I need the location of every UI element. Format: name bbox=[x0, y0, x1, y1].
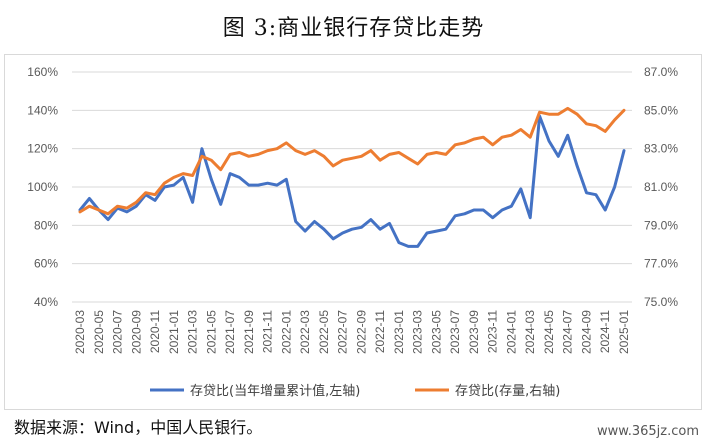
x-tick-label: 2021-05 bbox=[204, 310, 218, 354]
y-right-tick-label: 85.0% bbox=[644, 103, 678, 117]
x-tick-label: 2023-03 bbox=[411, 310, 425, 354]
y-left-tick-label: 160% bbox=[27, 65, 58, 79]
x-tick-label: 2021-07 bbox=[223, 310, 237, 354]
data-source-note: 数据来源：Wind，中国人民银行。 bbox=[14, 418, 263, 437]
x-tick-label: 2024-05 bbox=[542, 310, 556, 354]
x-tick-label: 2023-07 bbox=[448, 310, 462, 354]
y-left-tick-label: 40% bbox=[34, 295, 58, 309]
x-tick-label: 2020-05 bbox=[92, 310, 106, 354]
y-right-tick-label: 75.0% bbox=[644, 295, 678, 309]
chart-area bbox=[4, 54, 702, 410]
x-tick-label: 2024-01 bbox=[504, 310, 518, 354]
x-tick-label: 2023-09 bbox=[467, 310, 481, 354]
x-tick-label: 2022-05 bbox=[317, 310, 331, 354]
x-tick-label: 2022-01 bbox=[279, 310, 293, 354]
y-right-tick-label: 81.0% bbox=[644, 180, 678, 194]
x-tick-label: 2024-07 bbox=[561, 310, 575, 354]
y-left-tick-label: 140% bbox=[27, 103, 58, 117]
chart-title: 图 3:商业银行存贷比走势 bbox=[222, 16, 485, 41]
x-tick-label: 2022-11 bbox=[373, 310, 387, 353]
y-right-tick-label: 79.0% bbox=[644, 218, 678, 232]
x-tick-label: 2021-09 bbox=[242, 310, 256, 354]
y-left-tick-label: 100% bbox=[27, 180, 58, 194]
x-tick-label: 2020-09 bbox=[129, 310, 143, 354]
y-left-tick-label: 80% bbox=[34, 218, 58, 232]
legend-label: 存贷比(当年增量累计值,左轴) bbox=[190, 383, 360, 399]
x-tick-label: 2020-11 bbox=[148, 310, 162, 353]
x-tick-label: 2021-01 bbox=[167, 310, 181, 354]
x-tick-label: 2025-01 bbox=[617, 310, 631, 354]
watermark: www.365jz.com bbox=[597, 424, 699, 439]
x-tick-label: 2024-11 bbox=[598, 310, 612, 353]
y-right-tick-label: 87.0% bbox=[644, 65, 678, 79]
x-tick-label: 2020-03 bbox=[73, 310, 87, 354]
y-left-tick-label: 120% bbox=[27, 142, 58, 156]
series-line-left-axis bbox=[78, 114, 626, 248]
y-left-tick-label: 60% bbox=[34, 257, 58, 271]
x-tick-label: 2022-03 bbox=[298, 310, 312, 354]
x-tick-label: 2021-03 bbox=[186, 310, 200, 354]
legend-label: 存贷比(存量,右轴) bbox=[455, 384, 560, 399]
series-line-right-axis bbox=[78, 106, 626, 216]
x-tick-label: 2020-07 bbox=[111, 310, 125, 354]
x-tick-label: 2021-11 bbox=[261, 310, 275, 353]
y-right-tick-label: 83.0% bbox=[644, 142, 678, 156]
x-tick-label: 2023-11 bbox=[486, 310, 500, 353]
x-tick-label: 2024-09 bbox=[579, 310, 593, 354]
y-right-tick-label: 77.0% bbox=[644, 257, 678, 271]
x-tick-label: 2023-05 bbox=[429, 310, 443, 354]
x-tick-label: 2022-09 bbox=[354, 310, 368, 354]
x-tick-label: 2024-03 bbox=[523, 310, 537, 354]
x-tick-label: 2023-01 bbox=[392, 310, 406, 354]
x-tick-label: 2022-07 bbox=[336, 310, 350, 354]
